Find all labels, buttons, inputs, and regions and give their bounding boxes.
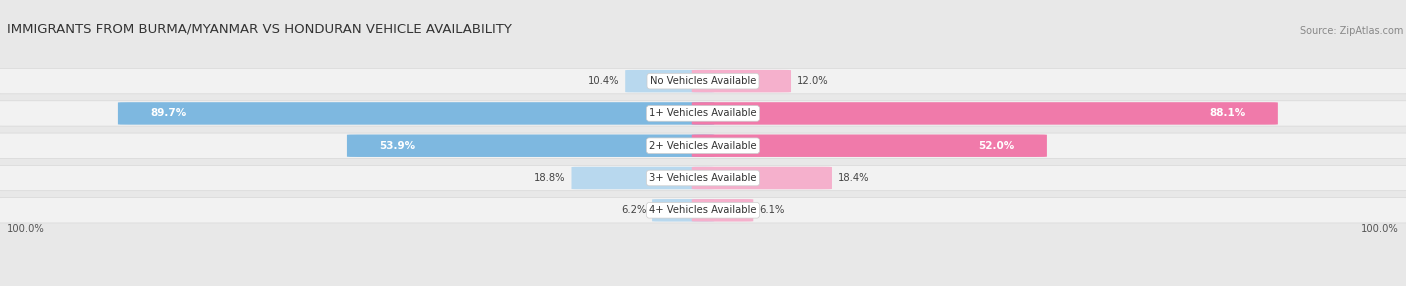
Text: 6.2%: 6.2% [621,205,647,215]
FancyBboxPatch shape [347,134,714,157]
Text: 53.9%: 53.9% [380,141,415,151]
Text: 52.0%: 52.0% [979,141,1015,151]
Text: 100.0%: 100.0% [1361,224,1399,234]
Text: 18.4%: 18.4% [838,173,869,183]
FancyBboxPatch shape [571,167,714,189]
FancyBboxPatch shape [0,133,1406,158]
FancyBboxPatch shape [0,165,1406,191]
Text: 12.0%: 12.0% [797,76,828,86]
Text: 2+ Vehicles Available: 2+ Vehicles Available [650,141,756,151]
FancyBboxPatch shape [692,134,1047,157]
FancyBboxPatch shape [118,102,714,125]
FancyBboxPatch shape [0,198,1406,223]
FancyBboxPatch shape [652,199,714,222]
FancyBboxPatch shape [692,167,832,189]
Text: IMMIGRANTS FROM BURMA/MYANMAR VS HONDURAN VEHICLE AVAILABILITY: IMMIGRANTS FROM BURMA/MYANMAR VS HONDURA… [7,23,512,36]
Text: 6.1%: 6.1% [759,205,785,215]
Text: 18.8%: 18.8% [534,173,565,183]
Text: 89.7%: 89.7% [150,108,187,118]
Text: 88.1%: 88.1% [1209,108,1246,118]
Text: 3+ Vehicles Available: 3+ Vehicles Available [650,173,756,183]
FancyBboxPatch shape [692,70,792,92]
Text: No Vehicles Available: No Vehicles Available [650,76,756,86]
Text: 4+ Vehicles Available: 4+ Vehicles Available [650,205,756,215]
Text: 10.4%: 10.4% [588,76,620,86]
FancyBboxPatch shape [626,70,714,92]
Text: 100.0%: 100.0% [7,224,45,234]
FancyBboxPatch shape [0,101,1406,126]
Text: 1+ Vehicles Available: 1+ Vehicles Available [650,108,756,118]
FancyBboxPatch shape [692,199,754,222]
FancyBboxPatch shape [692,102,1278,125]
FancyBboxPatch shape [0,68,1406,94]
Text: Source: ZipAtlas.com: Source: ZipAtlas.com [1299,26,1403,36]
